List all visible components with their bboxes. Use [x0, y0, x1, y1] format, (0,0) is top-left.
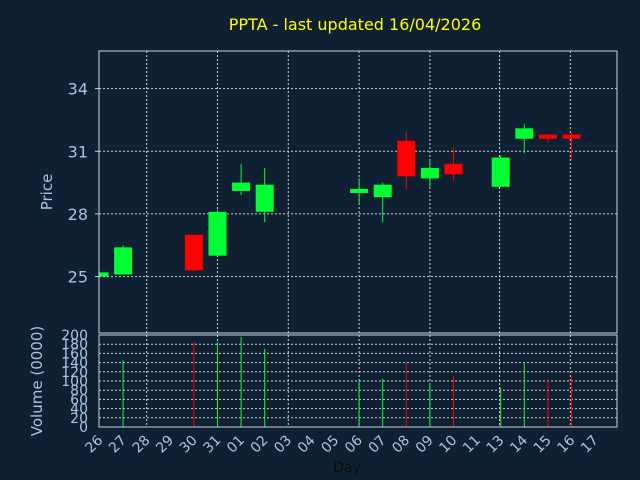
price-tick-label: 31: [68, 142, 88, 161]
volume-bars: [122, 337, 572, 427]
candle-body: [444, 163, 463, 175]
candle-body: [373, 184, 392, 198]
volume-axis-label: Volume (0000): [28, 326, 46, 436]
volume-tick-label: 120: [61, 365, 88, 381]
volume-tick-label: 40: [70, 402, 88, 418]
candle-body: [208, 211, 227, 256]
candle: [562, 132, 581, 160]
price-tick-label: 28: [68, 205, 88, 224]
candle-body: [420, 167, 439, 179]
volume-tick-label: 80: [70, 383, 88, 399]
candle: [397, 132, 416, 189]
volume-tick-label: 0: [79, 420, 88, 436]
candle: [444, 147, 463, 181]
candle: [350, 178, 369, 204]
volume-tick-label: 100: [61, 374, 88, 390]
candle: [99, 272, 109, 277]
candle: [515, 124, 534, 154]
volume-tick-label: 160: [61, 346, 88, 362]
candle: [232, 163, 251, 196]
candle-body: [184, 234, 203, 271]
price-tick-label: 25: [68, 268, 88, 287]
candle: [420, 159, 439, 187]
candle-body: [538, 134, 557, 139]
candle: [491, 155, 510, 187]
candle-body: [99, 272, 109, 277]
candle-body: [491, 157, 510, 187]
price-panel-frame: [98, 50, 618, 334]
volume-tick-label: 180: [61, 337, 88, 353]
candle-body: [350, 188, 369, 194]
volume-tick-label: 140: [61, 356, 88, 372]
volume-panel-frame: [98, 334, 618, 428]
price-tick-label: 34: [68, 80, 88, 99]
candle: [114, 245, 133, 275]
candle-body: [114, 247, 133, 275]
candle: [373, 182, 392, 223]
volume-tick-label: 20: [70, 411, 88, 427]
candle: [255, 167, 274, 223]
candle: [538, 134, 557, 143]
candle: [184, 234, 203, 273]
candle-body: [515, 128, 534, 139]
volume-tick-label: 200: [61, 328, 88, 344]
day-axis-label: Day: [333, 460, 361, 476]
chart-title: PPTA - last updated 16/04/2026: [229, 15, 482, 34]
candle-body: [255, 184, 274, 212]
volume-tick-label: 60: [70, 392, 88, 408]
price-axis-label: Price: [38, 174, 56, 211]
candle-body: [232, 182, 251, 191]
price-tick-labels: 25 28 31 34: [68, 80, 88, 287]
candles: [99, 124, 581, 277]
candle-body: [562, 134, 581, 139]
candle: [208, 209, 227, 256]
candle-body: [397, 140, 416, 177]
